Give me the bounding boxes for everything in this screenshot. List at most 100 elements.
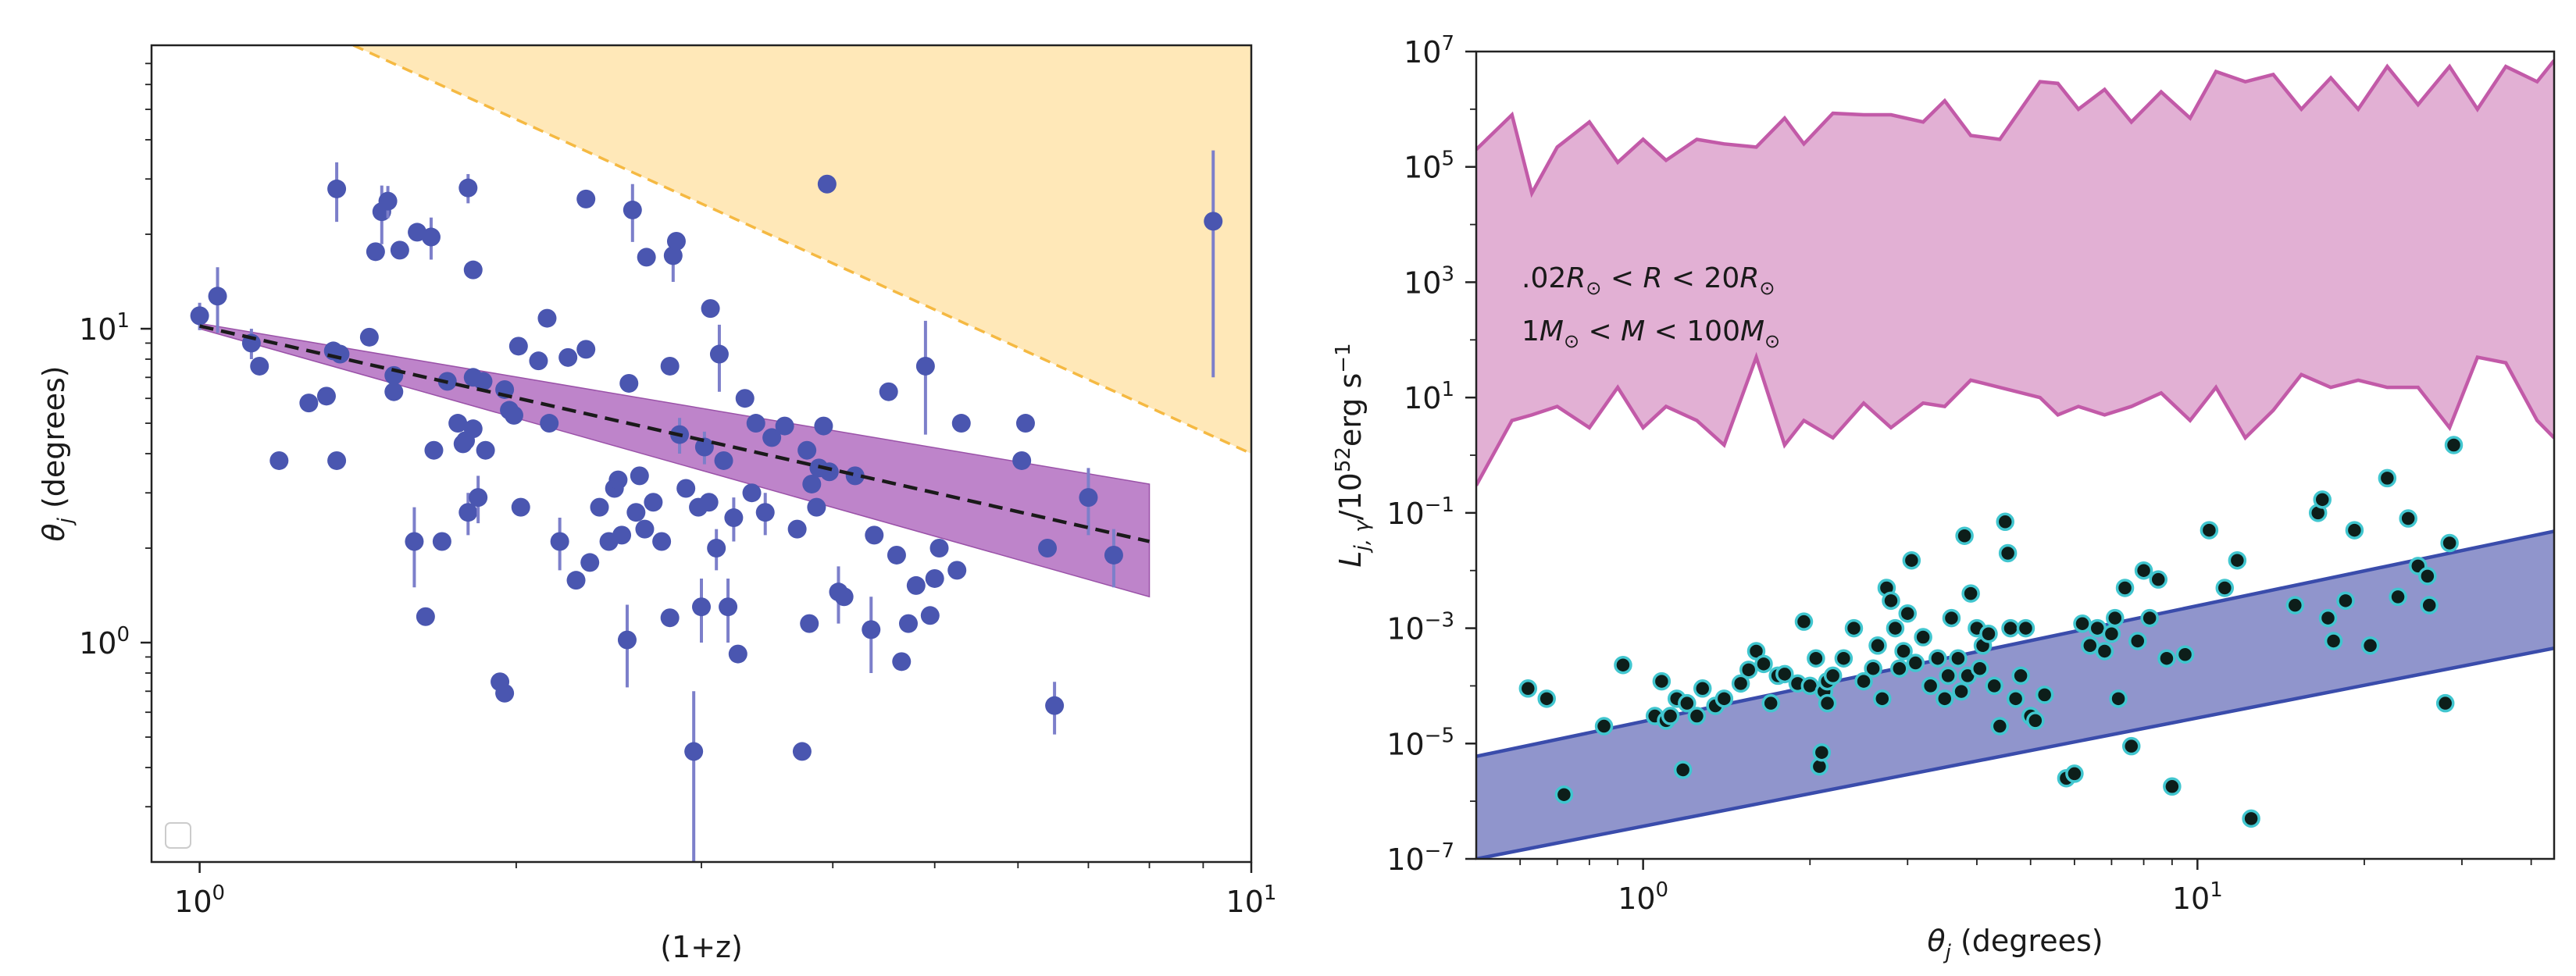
data-point-95 (807, 497, 826, 517)
axis-ticks: 100 101 10−7 10−5 10−3 10−1 101 103 105 107 (1386, 32, 2532, 916)
data-point-33 (469, 488, 488, 508)
data-point-107 (892, 652, 912, 671)
data-point-80 (714, 451, 733, 470)
y-tick-label-6: 105 (1404, 148, 1454, 185)
data-point-71 (676, 479, 696, 498)
x-tick-label-0: 100 (174, 882, 225, 919)
data-point-67 (2006, 689, 2025, 708)
data-point-97 (814, 416, 833, 436)
data-point-78 (707, 539, 726, 558)
data-point-82 (724, 508, 744, 528)
fit-line-layer (199, 324, 1151, 543)
legend-box (165, 822, 191, 849)
data-point-57 (617, 630, 637, 650)
data-point-81 (719, 597, 738, 617)
data-point-87 (2149, 570, 2167, 589)
data-point-76 (699, 493, 719, 512)
fit-line (199, 324, 1151, 543)
data-point-33 (1834, 649, 1854, 668)
data-point-98 (2318, 608, 2338, 628)
y-tick-label-0: 100 (79, 623, 130, 661)
data-point-68 (663, 246, 683, 265)
data-point-58 (619, 373, 639, 393)
data-point-93 (2228, 550, 2247, 570)
data-point-16 (1731, 674, 1750, 693)
x-tick-label-1: 101 (1226, 882, 1277, 919)
data-point-26 (1807, 649, 1825, 668)
data-point-19 (1754, 654, 1773, 674)
data-point-52 (1942, 608, 1961, 628)
data-point-48 (566, 571, 586, 590)
data-point-113 (929, 539, 949, 558)
data-point-87 (755, 503, 775, 522)
data-point-117 (1015, 414, 1035, 433)
data-point-28 (1812, 743, 1832, 762)
data-point-109 (2435, 693, 2455, 713)
data-point-108 (898, 614, 918, 633)
data-point-77 (701, 299, 720, 319)
data-point-69 (2016, 618, 2035, 638)
data-point-120 (1079, 488, 1098, 508)
data-point-66 (2001, 618, 2020, 638)
data-point-61 (630, 466, 649, 486)
data-point-29 (458, 503, 478, 522)
data-point-56 (612, 525, 632, 545)
data-point-4 (269, 451, 289, 470)
data-point-15 (1714, 689, 1734, 708)
data-point-115 (951, 414, 971, 433)
data-point-10 (327, 179, 347, 198)
data-point-36 (1864, 659, 1882, 678)
data-point-40 (1882, 591, 1900, 611)
data-point-122 (1204, 212, 1223, 231)
data-point-8 (1661, 707, 1680, 725)
data-point-37 (1868, 636, 1887, 655)
data-point-74 (2065, 764, 2084, 783)
data-point-95 (2285, 596, 2305, 614)
annotation-radius: .02R⊙ < R < 20R⊙ (1522, 262, 1775, 299)
data-point-12 (1687, 707, 1707, 725)
data-point-79 (709, 344, 729, 364)
data-point-71 (2026, 711, 2045, 730)
data-point-54 (1952, 682, 1971, 701)
data-point-9 (327, 451, 347, 470)
data-point-85 (742, 483, 762, 503)
data-point-75 (694, 437, 714, 457)
data-point-59 (1971, 659, 1989, 678)
data-point-69 (666, 231, 686, 251)
data-point-110 (915, 356, 935, 376)
data-point-24 (1794, 612, 1814, 631)
data-point-72 (684, 742, 704, 761)
data-point-97 (2313, 490, 2332, 509)
data-point-50 (576, 189, 596, 208)
data-point-49 (1928, 649, 1947, 668)
data-point-121 (1104, 545, 1123, 565)
forbidden-boundary-line (352, 45, 1251, 455)
data-point-41 (508, 337, 528, 356)
data-point-13 (1693, 679, 1712, 698)
data-point-59 (623, 200, 642, 219)
data-point-53 (1949, 649, 1968, 668)
data-point-11 (359, 327, 379, 347)
data-point-118 (1038, 539, 1058, 558)
data-point-111 (920, 606, 940, 625)
data-point-91 (792, 742, 812, 761)
x-tick-label-1: 101 (2172, 878, 2223, 916)
data-point-92 (797, 440, 817, 460)
luminosity-lower-line (1476, 646, 2554, 859)
data-points-layer (1518, 436, 2464, 828)
data-point-47 (1914, 628, 1932, 647)
data-point-17 (1739, 661, 1758, 679)
data-point-80 (2106, 608, 2125, 628)
data-point-99 (819, 462, 839, 482)
data-point-109 (906, 575, 926, 595)
data-point-75 (2073, 614, 2092, 633)
x-tick-label-0: 100 (1618, 878, 1668, 916)
data-point-82 (2115, 579, 2135, 597)
data-point-102 (2360, 636, 2380, 655)
data-point-64 (1996, 512, 2014, 532)
data-point-1 (208, 287, 227, 306)
x-axis-label: θj (degrees) (1927, 924, 2103, 964)
data-point-21 (421, 227, 441, 247)
data-point-116 (1012, 451, 1032, 470)
data-point-111 (2444, 436, 2464, 454)
